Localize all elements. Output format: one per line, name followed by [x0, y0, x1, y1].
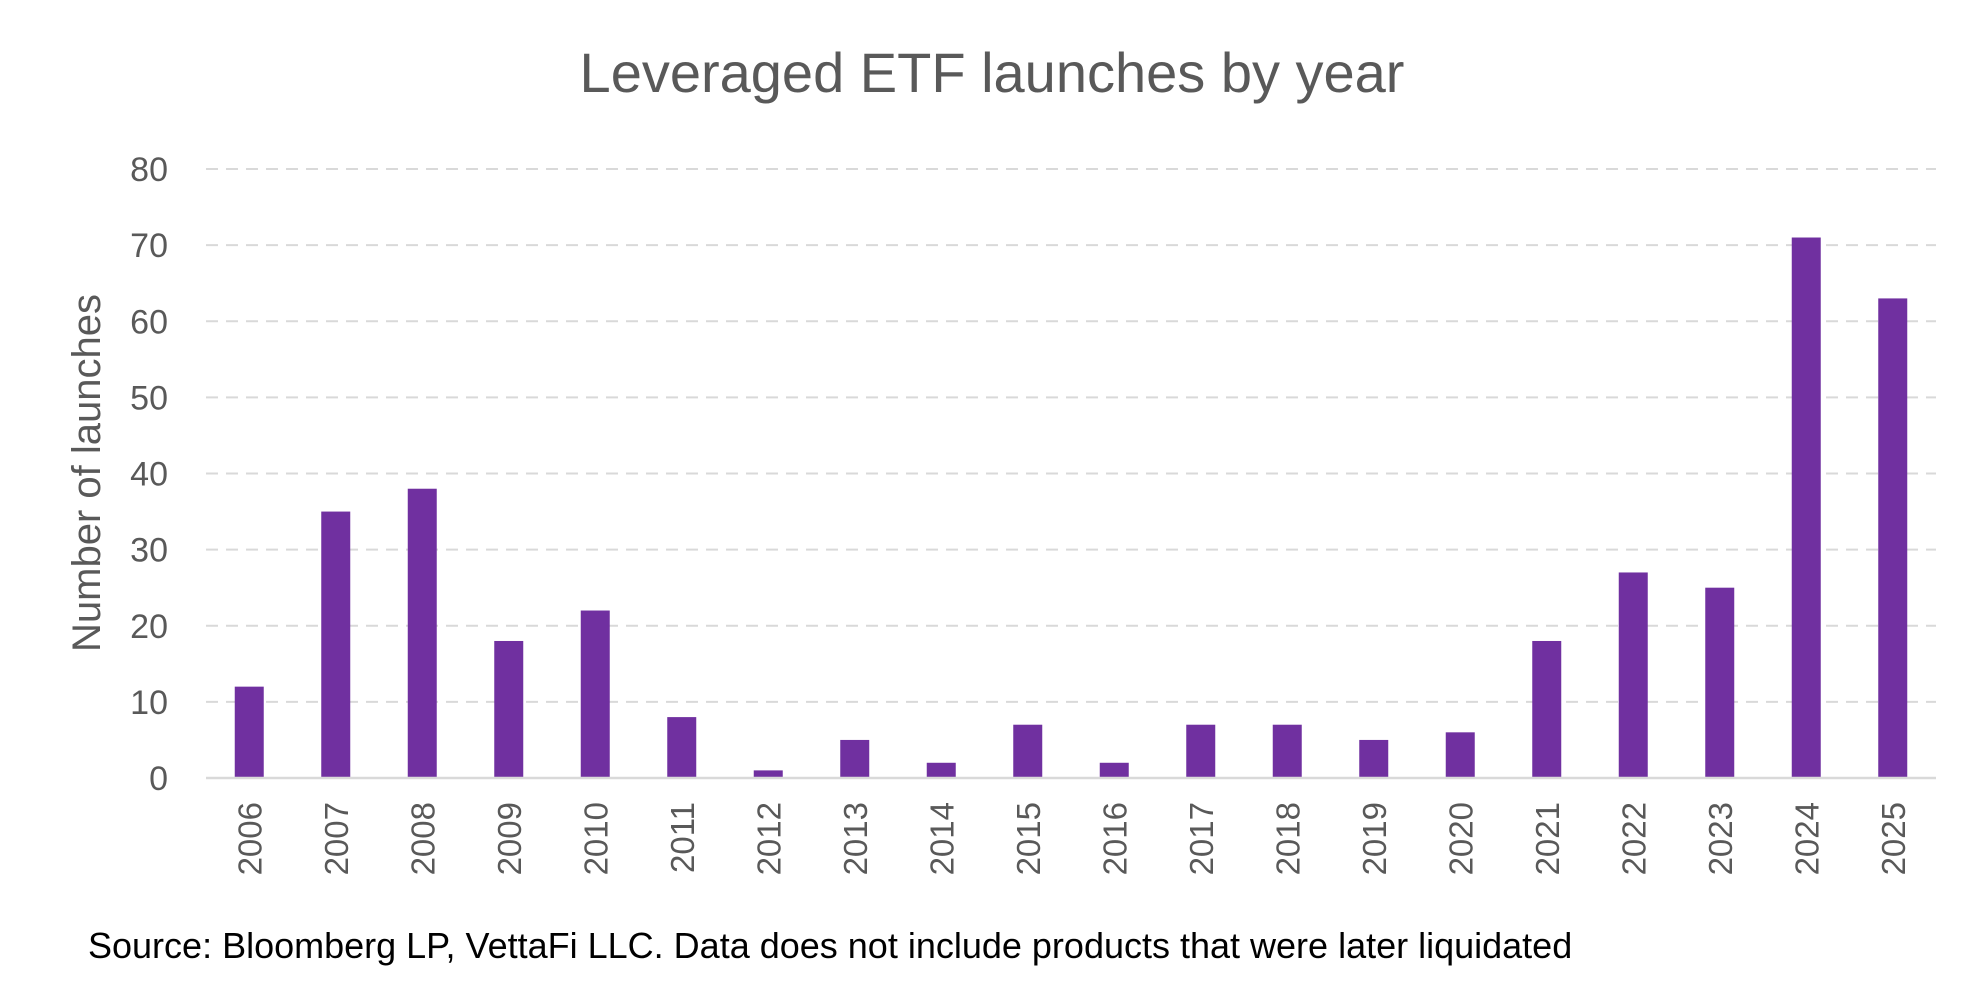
y-tick-label: 70: [130, 227, 168, 265]
x-tick-label: 2014: [923, 802, 960, 875]
bar-2023: [1705, 587, 1735, 778]
bar-2006: [234, 686, 264, 778]
bar-2017: [1186, 724, 1216, 778]
x-tick-label: 2021: [1529, 802, 1566, 875]
bar-2024: [1791, 237, 1821, 778]
y-tick-label: 10: [130, 684, 168, 722]
y-axis-label: Number of launches: [65, 294, 109, 652]
x-tick-label: 2017: [1183, 802, 1220, 875]
x-tick-label: 2011: [664, 802, 701, 873]
y-tick-label: 0: [149, 760, 168, 798]
x-tick-label: 2023: [1702, 802, 1739, 875]
bar-2018: [1272, 724, 1302, 778]
bar-2014: [926, 762, 956, 778]
y-tick-label: 60: [130, 303, 168, 341]
x-tick-label: 2012: [750, 802, 787, 875]
x-tick-label: 2016: [1096, 802, 1133, 875]
x-tick-label: 2025: [1875, 802, 1912, 875]
x-tick-label: 2024: [1788, 802, 1825, 875]
y-tick-label: 80: [130, 151, 168, 189]
x-tick-label: 2008: [404, 802, 441, 875]
x-axis-ticks: 2006 2007 2008 2009 2010 2011 2012 2013 2014 2015…: [231, 802, 1912, 875]
bar-2011: [667, 717, 697, 778]
bar-2019: [1359, 739, 1389, 778]
bar-2007: [321, 511, 351, 778]
bar-2021: [1532, 640, 1562, 778]
x-tick-label: 2009: [491, 802, 528, 875]
bar-2012: [753, 770, 783, 778]
x-tick-label: 2019: [1356, 802, 1393, 875]
y-tick-label: 50: [130, 379, 168, 417]
x-tick-label: 2013: [837, 802, 874, 875]
y-tick-label: 20: [130, 608, 168, 646]
y-tick-label: 30: [130, 532, 168, 570]
bar-2010: [580, 610, 610, 778]
y-tick-label: 40: [130, 456, 168, 494]
bar-2022: [1618, 572, 1648, 778]
x-tick-label: 2007: [318, 802, 355, 875]
x-tick-label: 2006: [231, 802, 268, 875]
x-tick-label: 2010: [577, 802, 614, 875]
bar-2008: [407, 488, 437, 778]
bar-2013: [840, 739, 870, 778]
x-tick-label: 2022: [1615, 802, 1652, 875]
gridlines: [206, 168, 1936, 703]
bar-2016: [1099, 762, 1129, 778]
bars: [234, 237, 1908, 778]
bar-2020: [1445, 732, 1475, 778]
y-axis-ticks: 0 10 20 30 40 50 60 70 80: [130, 151, 168, 798]
x-tick-label: 2020: [1442, 802, 1479, 875]
bar-2009: [494, 640, 524, 778]
x-tick-label: 2015: [1010, 802, 1047, 875]
chart-title: Leveraged ETF launches by year: [580, 41, 1405, 104]
source-note: Source: Bloomberg LP, VettaFi LLC. Data …: [88, 925, 1572, 966]
bar-2015: [1013, 724, 1043, 778]
bar-2025: [1878, 298, 1908, 778]
x-tick-label: 2018: [1269, 802, 1306, 875]
